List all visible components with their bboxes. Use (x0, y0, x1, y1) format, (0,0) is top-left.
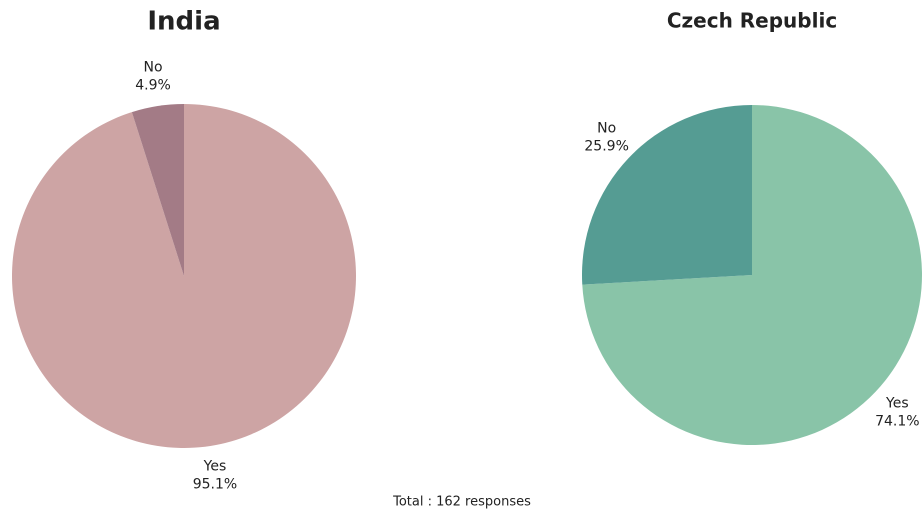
slice-label: No (144, 59, 163, 75)
value-label: 25.9% (584, 139, 628, 155)
pie-slice (131, 104, 184, 276)
pie-slice (12, 104, 357, 449)
pie-slice (582, 105, 923, 445)
value-label: 95.1% (193, 477, 237, 493)
footnote: Total : 162 responses (392, 495, 531, 510)
pie-slice (582, 105, 752, 285)
slice-label: Yes (203, 459, 227, 475)
slice-label: No (597, 121, 616, 137)
slice-label: Yes (885, 395, 909, 411)
chart-title: Czech Republic (667, 9, 837, 33)
value-label: 74.1% (875, 413, 919, 429)
value-label: 4.9% (135, 77, 171, 93)
chart-title: India (147, 7, 220, 37)
